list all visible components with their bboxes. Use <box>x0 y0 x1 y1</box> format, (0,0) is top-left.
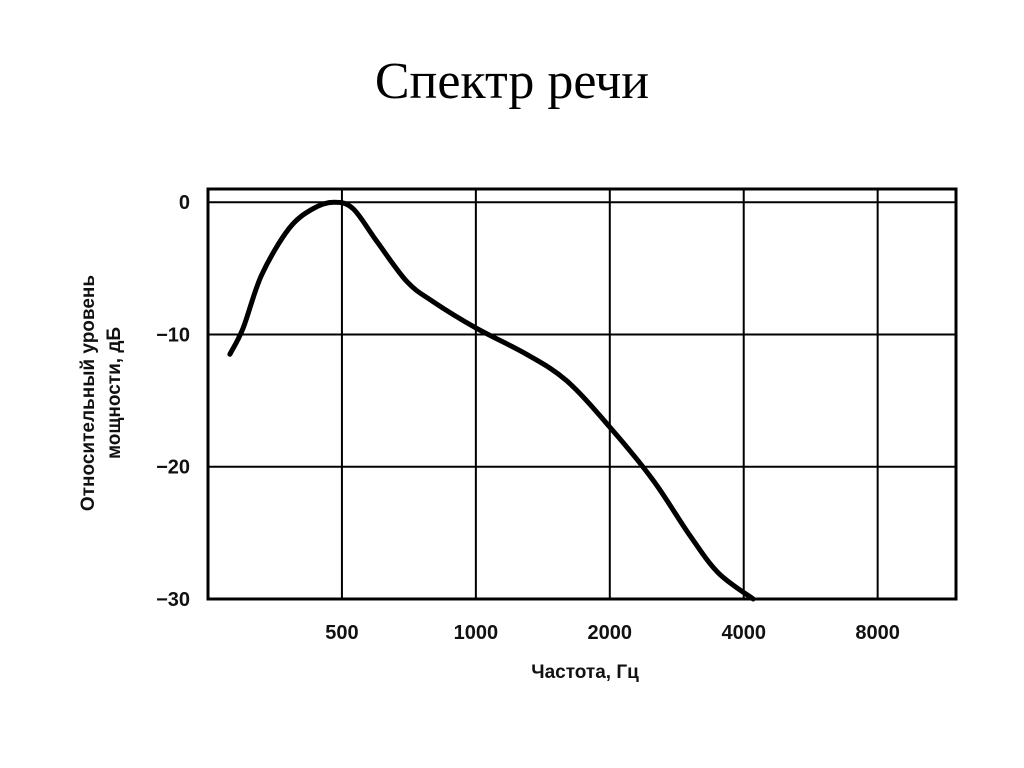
x-tick-label: 4000 <box>721 622 766 644</box>
x-tick-labels: 500 1000 2000 4000 8000 <box>325 622 900 644</box>
x-tick-label: 500 <box>325 622 358 644</box>
x-tick-label: 2000 <box>588 622 633 644</box>
y-axis-label-line-1: Относительный уровень <box>78 275 99 511</box>
plot-frame <box>206 187 958 601</box>
x-tick-label: 1000 <box>454 622 499 644</box>
y-tick-label: 0 <box>179 192 190 214</box>
y-tick-label: −10 <box>156 324 190 346</box>
x-axis-label: Частота, Гц <box>531 662 639 683</box>
x-tick-label: 8000 <box>855 622 900 644</box>
chart-grid <box>208 189 956 599</box>
y-axis-label: Относительный уровень мощности, дБ <box>78 275 125 511</box>
slide-title: Спектр речи <box>374 53 650 110</box>
series-line <box>227 199 756 602</box>
y-tick-label: −20 <box>156 457 190 479</box>
y-axis-label-line-2: мощности, дБ <box>104 327 125 459</box>
y-tick-label: −30 <box>156 589 190 611</box>
y-tick-labels: 0 −10 −20 −30 <box>156 192 190 611</box>
